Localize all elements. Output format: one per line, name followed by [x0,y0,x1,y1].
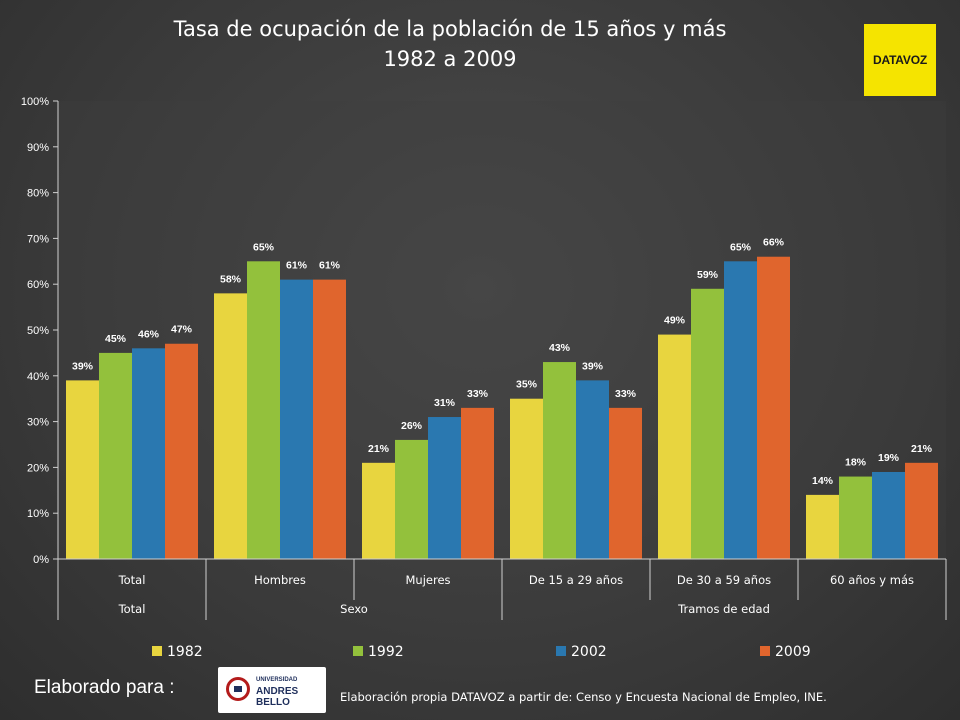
bar [280,279,313,559]
elaborado-para-label: Elaborado para : [34,677,175,698]
datavoz-logo-text: DATAVOZ [873,53,927,67]
university-logo-small-text: UNIVERSIDAD [256,677,298,683]
bar [872,471,905,559]
legend-swatch [556,646,566,656]
bar [247,261,280,559]
bar [66,380,99,559]
x-group-label: Total [118,602,146,616]
x-category-label: Hombres [254,573,306,587]
university-seal-icon [226,677,250,701]
x-category-label: De 30 a 59 años [677,573,771,587]
data-label: 39% [582,360,604,372]
bar [214,293,247,559]
x-category-label: Mujeres [405,573,450,587]
data-label: 33% [467,388,489,400]
legend-label: 1992 [368,644,404,660]
data-label: 31% [434,397,456,409]
data-label: 26% [401,420,423,432]
data-label: 43% [549,342,571,354]
source-note: Elaboración propia DATAVOZ a partir de: … [340,690,827,704]
y-tick-label: 70% [27,233,49,245]
bar [806,494,839,559]
y-tick-label: 80% [27,188,49,200]
chart-legend: 1982 1992 2002 2009 [152,644,811,660]
bar [576,380,609,559]
bar [395,439,428,559]
y-tick-label: 40% [27,371,49,383]
x-group-label: Tramos de edad [677,602,770,616]
y-tick-label: 10% [27,508,49,520]
bar [313,279,346,559]
bar [609,407,642,559]
data-label: 45% [105,333,127,345]
legend-label: 2002 [571,644,607,660]
data-label: 65% [730,241,752,253]
y-tick-label: 20% [27,462,49,474]
data-label: 19% [878,452,900,464]
data-label: 18% [845,457,867,469]
data-label: 14% [812,475,834,487]
plot-area [58,101,946,559]
data-label: 47% [171,324,193,336]
bar [362,462,395,559]
bar [839,476,872,559]
bar [905,462,938,559]
datavoz-logo: DATAVOZ [864,24,936,96]
chart-title-line-2: 1982 a 2009 [383,47,517,71]
bar [510,398,543,559]
bar [428,417,461,559]
x-axis-table: Total Hombres Mujeres De 15 a 29 años De 30 … [57,558,947,620]
data-label: 46% [138,328,160,340]
x-category-label: Total [118,573,146,587]
data-label: 59% [697,269,719,281]
y-tick-label: 60% [27,279,49,291]
plot-area-background [58,101,946,559]
data-label: 58% [220,273,242,285]
data-label: 61% [286,260,308,272]
y-axis: 0% 10% 20% 30% 40% 50% 60% 70% 80% 90% 100% [21,96,59,566]
chart-title-line-1: Tasa de ocupación de la población de 15 … [173,17,727,41]
y-tick-label: 50% [27,325,49,337]
x-category-label: 60 años y más [830,573,914,587]
y-tick-label: 0% [33,554,49,566]
bar [658,334,691,559]
legend-swatch [353,646,363,656]
bars-group [66,256,938,559]
university-logo-name: ANDRES BELLO [256,686,299,708]
university-logo: UNIVERSIDAD ANDRES BELLO [218,667,326,713]
y-tick-label: 100% [21,96,49,108]
data-label: 66% [763,237,785,249]
chart-title: Tasa de ocupación de la población de 15 … [60,14,840,74]
bar [757,256,790,559]
data-label: 61% [319,260,341,272]
legend-label: 2009 [775,644,811,660]
data-label: 65% [253,241,275,253]
y-tick-label: 30% [27,417,49,429]
y-tick-label: 90% [27,142,49,154]
data-label: 21% [911,443,933,455]
legend-label: 1982 [167,644,203,660]
bar [132,348,165,559]
data-label: 39% [72,360,94,372]
legend-swatch [760,646,770,656]
data-labels-group: 39% 58% 21% 35% 49% 14% 45% 65% 26% 43% 59% 18% 46% 6… [72,237,933,487]
bar [165,343,198,559]
x-category-label: De 15 a 29 años [529,573,623,587]
data-label: 21% [368,443,390,455]
bar [99,352,132,559]
legend-swatch [152,646,162,656]
bar [724,261,757,559]
bar [543,362,576,559]
x-group-label: Sexo [340,602,368,616]
data-label: 33% [615,388,637,400]
data-label: 35% [516,379,538,391]
data-label: 49% [664,315,686,327]
bar [461,407,494,559]
bar [691,288,724,559]
